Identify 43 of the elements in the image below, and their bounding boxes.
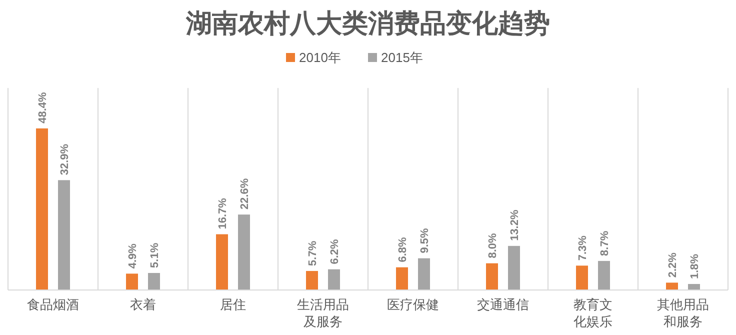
bar — [328, 269, 340, 290]
data-label: 13.2% — [509, 210, 521, 241]
bar — [418, 258, 430, 290]
x-tick-label: 其他用品和服务 — [657, 297, 709, 329]
data-label: 1.8% — [689, 254, 701, 279]
title: 湖南农村八大类消费品变化趋势 — [186, 8, 550, 38]
data-label: 6.2% — [329, 239, 341, 264]
data-label: 48.4% — [37, 92, 49, 124]
data-label: 5.7% — [307, 240, 319, 266]
bar — [126, 274, 138, 290]
bar — [36, 128, 48, 290]
data-label: 9.5% — [419, 228, 431, 254]
data-label: 2.2% — [667, 252, 679, 278]
bar — [666, 282, 678, 290]
x-tick-label: 居住 — [220, 297, 246, 312]
data-label: 8.0% — [487, 233, 499, 258]
data-label: 4.9% — [127, 243, 139, 269]
x-tick-label: 食品烟酒 — [27, 297, 79, 312]
x-tick-label: 生活用品及服务 — [297, 297, 349, 329]
bar — [688, 284, 700, 290]
x-tick-label: 医疗保健 — [387, 297, 439, 312]
data-label: 32.9% — [59, 144, 71, 176]
bar — [306, 270, 318, 290]
bar — [576, 266, 588, 290]
x-tick-label: 交通通信 — [477, 297, 529, 312]
data-label: 5.1% — [149, 242, 161, 268]
bar — [396, 267, 408, 290]
bar — [486, 263, 498, 290]
data-label: 7.3% — [577, 235, 589, 261]
data-label: 8.7% — [599, 230, 611, 256]
data-label: 16.7% — [217, 198, 229, 230]
x-tick-label: 教育文化娱乐 — [574, 297, 612, 329]
legend-label: 2010年 — [299, 50, 341, 65]
bar — [216, 234, 228, 290]
legend-label: 2015年 — [381, 50, 423, 65]
bar — [598, 260, 610, 290]
bar — [58, 180, 70, 290]
bar — [148, 272, 160, 290]
bar — [238, 214, 250, 290]
data-label: 22.6% — [239, 178, 251, 210]
x-tick-label: 衣着 — [130, 297, 156, 312]
data-label: 6.8% — [397, 237, 409, 262]
bar — [508, 246, 520, 290]
